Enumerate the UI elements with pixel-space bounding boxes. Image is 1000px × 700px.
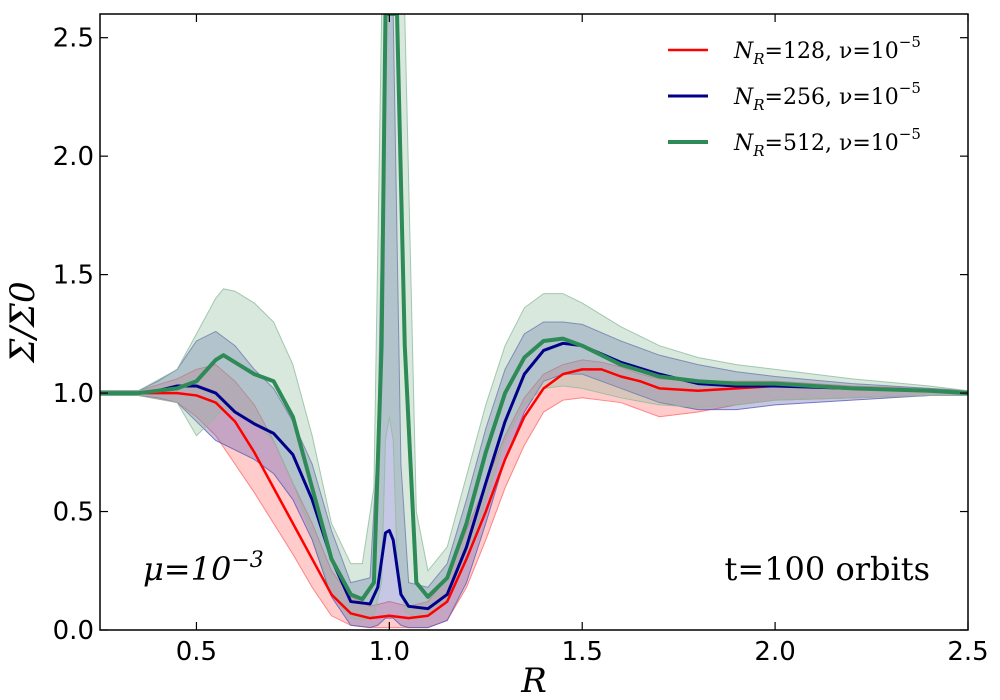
x-tick-label: 1.0 [369, 637, 410, 667]
legend-label-2: NR=256, ν=10−5 [733, 79, 921, 114]
band-series-1 [100, 359, 968, 629]
y-tick-label: 2.5 [53, 24, 94, 54]
y-tick-label: 1.5 [53, 261, 94, 291]
y-tick-label: 1.0 [53, 379, 94, 409]
legend-label-1: NR=128, ν=10−5 [733, 33, 921, 68]
y-tick-label: 0.0 [53, 616, 94, 646]
x-tick-label: 0.5 [176, 637, 217, 667]
line-series-1 [100, 368, 968, 620]
band-series-2 [100, 14, 968, 629]
plot-frame [99, 13, 969, 631]
legend: NR=128, ν=10−5 NR=256, ν=10−5 NR=512, ν=10… [668, 33, 921, 160]
y-tick-label: 2.0 [53, 142, 94, 172]
x-tick-label: 2.0 [754, 637, 795, 667]
annotation-mu: μ=10−3 [143, 548, 264, 588]
uncertainty-bands [100, 14, 968, 629]
legend-label-3: NR=512, ν=10−5 [733, 125, 921, 160]
line-series-2 [100, 341, 968, 611]
x-axis-label: R [520, 661, 547, 700]
x-tick-label: 1.5 [562, 637, 603, 667]
annotation-time: t=100 orbits [725, 550, 930, 588]
y-tick-label: 0.5 [53, 498, 94, 528]
tick-labels: 0.5 1.0 1.5 2.0 2.5 0.0 0.5 1.0 1.5 2.0 2.5 [53, 24, 989, 667]
series-lines [100, 14, 968, 620]
line-series-3 [100, 14, 968, 602]
axis-ticks [100, 14, 969, 631]
y-axis-label: Σ/Σ0 [3, 281, 43, 364]
x-tick-label: 2.5 [947, 637, 988, 667]
band-series-3 [100, 14, 968, 622]
